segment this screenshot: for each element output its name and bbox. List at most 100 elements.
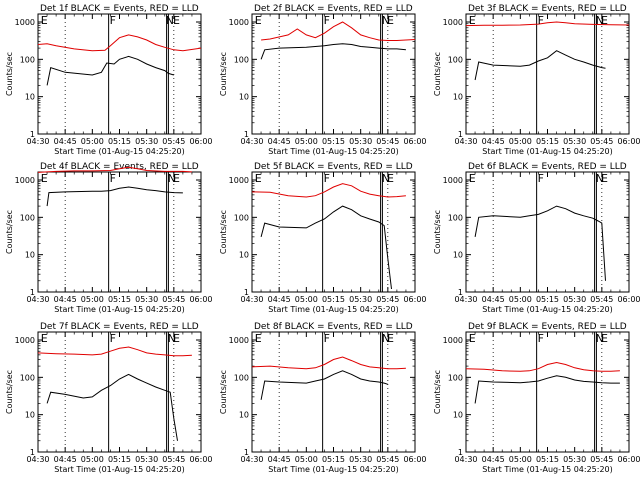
x-tick-label: 05:30	[349, 137, 372, 146]
interval-marker-label: E	[173, 172, 180, 185]
x-tick-label: 04:30	[240, 295, 263, 304]
y-tick-label: 100	[20, 373, 35, 382]
interval-marker-label: E	[601, 14, 608, 27]
y-tick-label: 1	[30, 448, 35, 457]
y-tick-label: 1000	[443, 336, 463, 345]
interval-marker-label: E	[173, 14, 180, 27]
y-axis-label: Counts/sec	[433, 370, 442, 414]
x-tick-label: 05:00	[295, 295, 318, 304]
interval-marker-label: E	[469, 172, 476, 185]
x-tick-label: 04:45	[482, 295, 505, 304]
panel-8: Det 8f BLACK = Events, RED = LLD 1 10 100 10…	[219, 322, 427, 474]
x-tick-label: 05:00	[81, 295, 104, 304]
x-tick-label: 04:45	[268, 295, 291, 304]
events-series-line	[46, 55, 174, 86]
x-tick-label: 05:15	[108, 295, 131, 304]
y-tick-label: 1	[244, 288, 249, 297]
x-tick-label: 04:30	[26, 295, 49, 304]
interval-marker-label: F	[110, 332, 116, 345]
y-tick-label: 1	[30, 288, 35, 297]
panel-6: Det 6f BLACK = Events, RED = LLD 1 10 100 10…	[433, 162, 640, 314]
x-tick-label: 04:30	[26, 137, 49, 146]
x-tick-label: 05:30	[135, 295, 158, 304]
interval-marker-label: F	[324, 14, 330, 27]
y-tick-label: 10	[453, 251, 463, 260]
x-tick-label: 04:45	[268, 455, 291, 464]
panel-4: Det 4f BLACK = Events, RED = LLD 1 10 100 10…	[5, 162, 213, 314]
plot-frame	[251, 171, 416, 293]
y-tick-label: 1	[458, 288, 463, 297]
y-tick-label: 10	[25, 93, 35, 102]
y-tick-label: 100	[448, 373, 463, 382]
y-tick-label: 1000	[15, 18, 35, 27]
x-axis-label: Start Time (01-Aug-15 04:25:20)	[482, 147, 613, 156]
x-tick-label: 05:15	[536, 295, 559, 304]
plot-frame	[465, 171, 630, 293]
y-tick-label: 1000	[229, 18, 249, 27]
x-tick-label: 05:15	[108, 137, 131, 146]
interval-marker-label: E	[387, 332, 394, 345]
x-tick-label: 06:00	[617, 295, 640, 304]
x-axis-label: Start Time (01-Aug-15 04:25:20)	[54, 147, 185, 156]
interval-marker-label: E	[469, 14, 476, 27]
x-tick-label: 05:30	[349, 455, 372, 464]
panel-title: Det 8f BLACK = Events, RED = LLD	[254, 322, 413, 332]
events-series-line	[260, 370, 388, 400]
y-tick-label: 1000	[15, 176, 35, 185]
lld-series-line	[261, 21, 416, 41]
x-tick-label: 04:45	[482, 455, 505, 464]
interval-marker-label: E	[469, 332, 476, 345]
x-tick-label: 05:45	[376, 295, 399, 304]
events-series-line	[260, 205, 392, 290]
y-tick-label: 1000	[15, 336, 35, 345]
panel-title: Det 4f BLACK = Events, RED = LLD	[40, 162, 199, 172]
y-tick-label: 10	[25, 411, 35, 420]
y-axis-label: Counts/sec	[219, 52, 228, 96]
y-tick-label: 1	[244, 448, 249, 457]
x-tick-label: 04:45	[54, 455, 77, 464]
y-tick-label: 10	[239, 251, 249, 260]
events-series-line	[260, 43, 406, 60]
panel-title: Det 1f BLACK = Events, RED = LLD	[40, 4, 199, 14]
y-tick-label: 1	[244, 130, 249, 139]
interval-marker-label: E	[173, 332, 180, 345]
x-tick-label: 05:45	[162, 295, 185, 304]
x-tick-label: 05:45	[590, 137, 613, 146]
x-tick-label: 04:45	[54, 295, 77, 304]
interval-marker-label: N	[382, 14, 390, 27]
x-tick-label: 05:15	[322, 137, 345, 146]
x-tick-label: 05:45	[376, 137, 399, 146]
panel-1: Det 1f BLACK = Events, RED = LLD 1 10 100 10…	[5, 4, 213, 156]
x-tick-label: 05:15	[536, 137, 559, 146]
x-tick-label: 05:00	[295, 455, 318, 464]
x-tick-label: 04:30	[454, 137, 477, 146]
y-tick-label: 1000	[229, 336, 249, 345]
x-axis-label: Start Time (01-Aug-15 04:25:20)	[54, 465, 185, 474]
panel-5: Det 5f BLACK = Events, RED = LLD 1 10 100 10…	[219, 162, 427, 314]
lld-series-line	[465, 21, 630, 27]
x-tick-label: 05:30	[563, 295, 586, 304]
y-tick-label: 100	[234, 213, 249, 222]
y-tick-label: 100	[234, 373, 249, 382]
x-tick-label: 05:45	[590, 455, 613, 464]
lld-series-line	[465, 361, 620, 372]
panel-9: Det 9f BLACK = Events, RED = LLD 1 10 100 10…	[433, 322, 640, 474]
x-tick-label: 06:00	[403, 295, 426, 304]
interval-marker-label: E	[387, 14, 394, 27]
y-tick-label: 100	[20, 213, 35, 222]
interval-marker-label: F	[538, 332, 544, 345]
x-tick-label: 04:30	[454, 295, 477, 304]
interval-marker-label: E	[601, 332, 608, 345]
plot-frame	[251, 13, 416, 135]
lld-series-line	[37, 166, 192, 173]
interval-marker-label: E	[41, 332, 48, 345]
y-tick-label: 1000	[229, 176, 249, 185]
x-axis-label: Start Time (01-Aug-15 04:25:20)	[268, 465, 399, 474]
x-tick-label: 06:00	[189, 455, 212, 464]
x-tick-label: 06:00	[617, 137, 640, 146]
interval-marker-label: E	[255, 172, 262, 185]
y-axis-label: Counts/sec	[5, 370, 14, 414]
x-tick-label: 05:15	[536, 455, 559, 464]
interval-marker-label: N	[166, 14, 174, 27]
y-tick-label: 1	[458, 448, 463, 457]
